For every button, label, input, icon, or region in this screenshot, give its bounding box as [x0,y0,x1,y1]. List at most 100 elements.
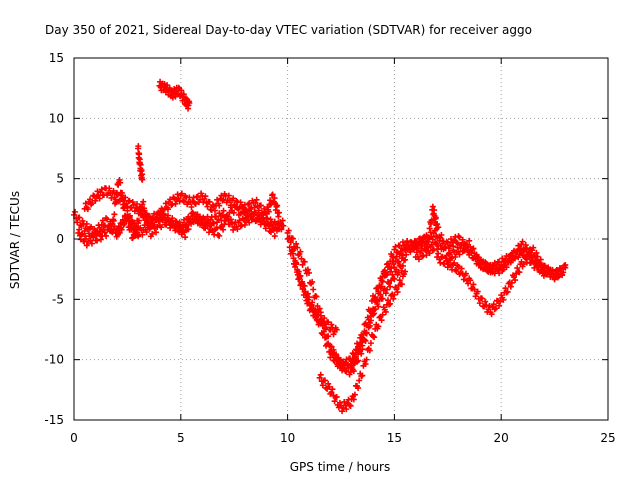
data-point [387,283,394,290]
data-point [502,285,509,292]
series-track-2 [81,185,283,227]
data-point [246,207,253,214]
data-point [541,263,548,270]
data-point [379,278,386,285]
data-point [162,200,169,207]
data-point [251,204,258,211]
data-point [511,274,518,281]
data-point [555,273,562,280]
data-point [197,221,204,228]
data-point [419,253,426,260]
data-point [505,259,512,266]
data-point [467,277,474,284]
data-point [471,286,478,293]
data-point [538,264,545,271]
data-point [393,253,400,260]
data-point [84,206,91,213]
data-point [379,311,386,318]
data-point [140,198,147,205]
data-point [117,179,124,186]
data-point [404,238,411,245]
data-point [403,251,410,258]
data-point [194,211,201,218]
data-point [119,216,126,223]
data-point [512,277,519,284]
data-point [522,242,529,249]
data-point [350,396,357,403]
data-point [248,216,255,223]
data-point [516,269,523,276]
x-tick-label: 10 [280,431,295,445]
data-point [453,239,460,246]
data-point [221,221,228,228]
data-point [445,245,452,252]
data-point [92,197,99,204]
data-point [394,289,401,296]
y-tick-label: 10 [49,111,64,125]
data-point [391,275,398,282]
data-point [426,250,433,257]
data-point [426,235,433,242]
data-point [523,245,530,252]
data-point [381,267,388,274]
data-point [204,203,211,210]
data-point [456,234,463,241]
data-point [508,279,515,286]
data-point [271,233,278,240]
data-point [188,204,195,211]
data-point [295,252,302,259]
data-point [98,186,105,193]
data-point [245,201,252,208]
data-point [452,254,459,261]
data-point [530,244,537,251]
data-point [343,406,350,413]
data-point [382,290,389,297]
data-point [339,408,346,415]
data-point [293,240,300,247]
data-point [77,222,84,229]
data-point [346,402,353,409]
data-point [415,256,422,263]
data-point [135,217,142,224]
data-point [127,222,134,229]
data-point [458,265,465,272]
data-point [360,336,367,343]
data-point [378,317,385,324]
x-tick-label: 25 [600,431,615,445]
data-point [82,200,89,207]
data-point [393,286,400,293]
data-point [316,374,323,381]
data-point [143,210,150,217]
data-point [399,239,406,246]
data-point [99,217,106,224]
data-point [356,348,363,355]
data-point [455,233,462,240]
data-point [119,195,126,202]
data-point [483,302,490,309]
data-point [309,278,316,285]
data-point [451,260,458,267]
data-point [551,276,558,283]
data-point [299,278,306,285]
data-point [181,216,188,223]
data-point [370,333,377,340]
data-point [456,251,463,258]
data-point [496,302,503,309]
data-point [139,231,146,238]
data-point [135,143,142,150]
data-point [208,222,215,229]
y-tick-label: -10 [44,353,64,367]
data-point [260,214,267,221]
data-point [133,223,140,230]
data-point [121,204,128,211]
data-point [79,217,86,224]
series-track-3 [75,176,278,249]
data-point [450,243,457,250]
data-point [72,208,79,215]
data-point [376,282,383,289]
data-point [74,219,81,226]
data-point [141,205,148,212]
data-point [317,371,324,378]
data-point [468,247,475,254]
data-point [507,283,514,290]
